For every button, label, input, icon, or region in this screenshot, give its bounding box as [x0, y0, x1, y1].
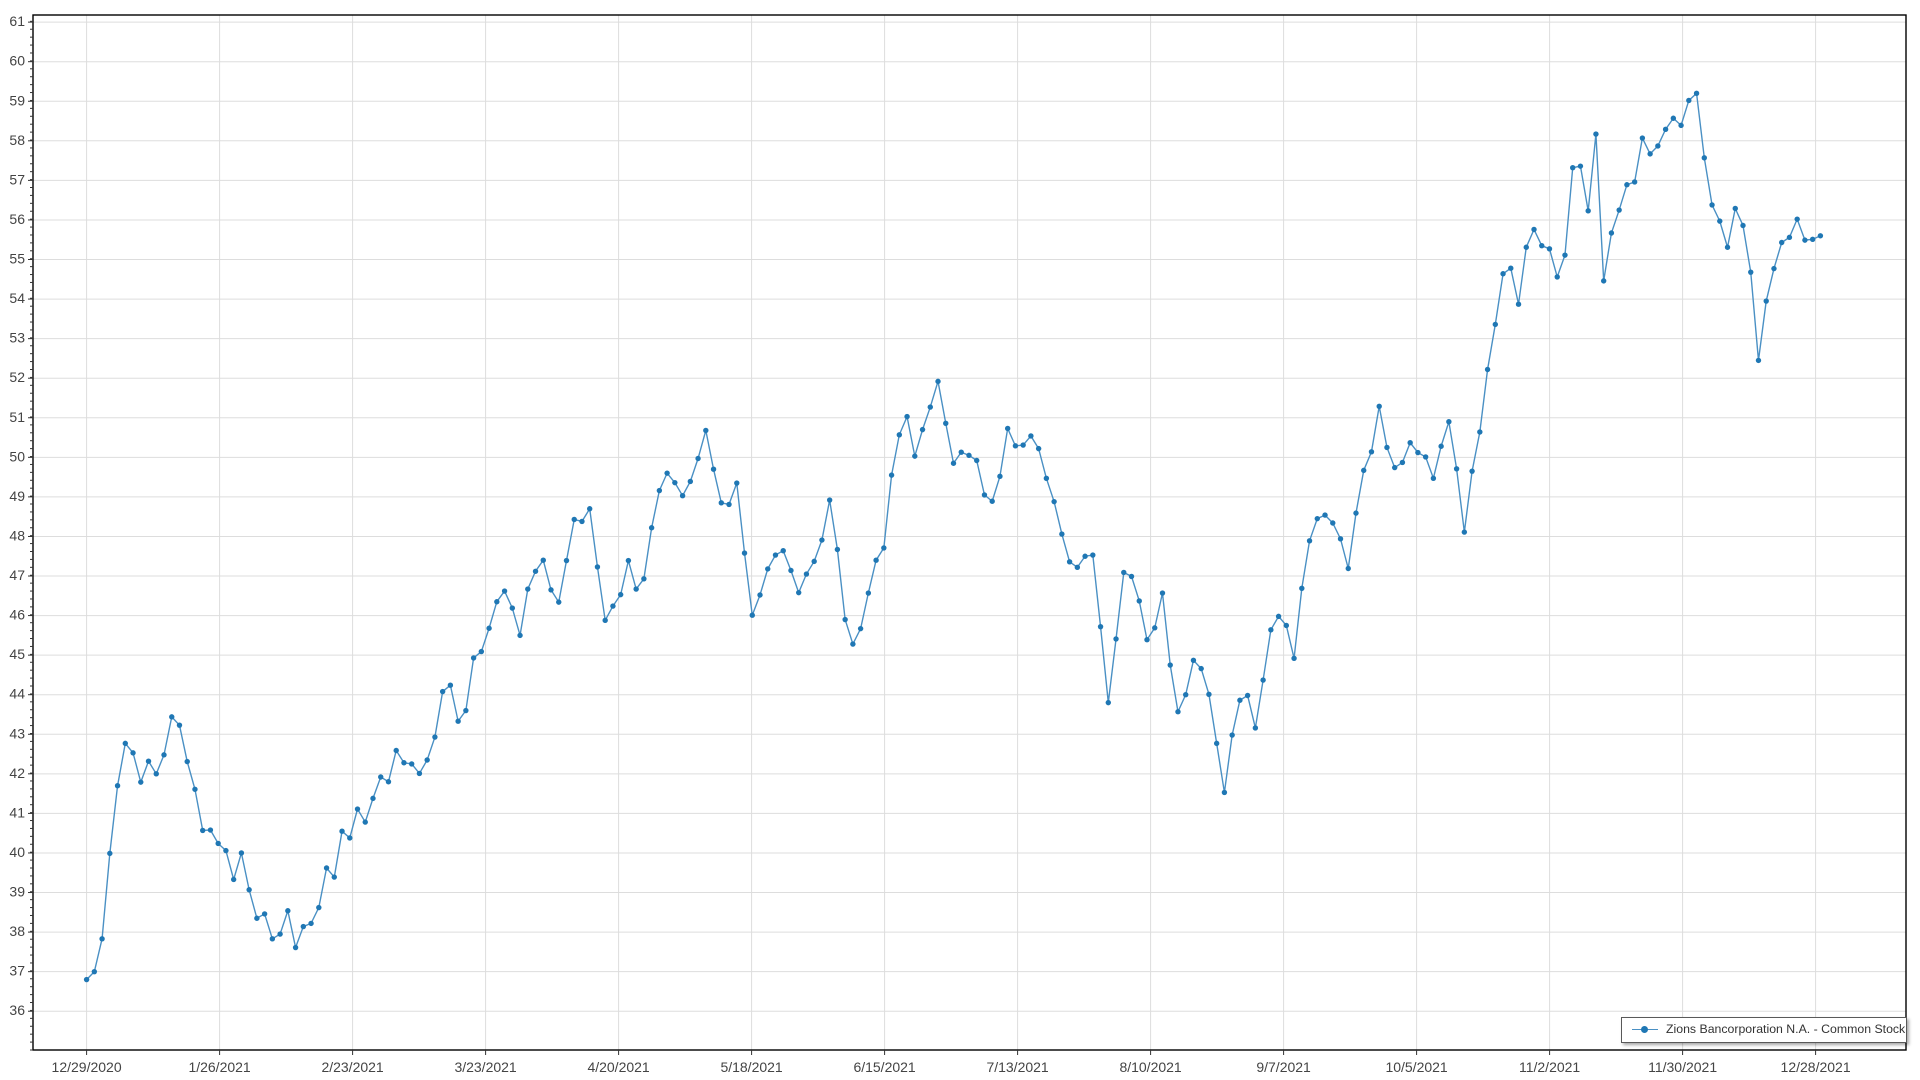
svg-text:10/5/2021: 10/5/2021	[1385, 1059, 1447, 1075]
svg-text:40: 40	[9, 844, 25, 860]
svg-text:53: 53	[9, 330, 25, 346]
svg-text:4/20/2021: 4/20/2021	[587, 1059, 649, 1075]
svg-text:47: 47	[9, 567, 25, 583]
svg-text:59: 59	[9, 92, 25, 108]
svg-text:6/15/2021: 6/15/2021	[853, 1059, 915, 1075]
svg-text:41: 41	[9, 804, 25, 820]
svg-text:60: 60	[9, 53, 25, 69]
svg-text:51: 51	[9, 409, 25, 425]
svg-text:1/26/2021: 1/26/2021	[188, 1059, 250, 1075]
svg-text:48: 48	[9, 527, 25, 543]
svg-text:42: 42	[9, 765, 25, 781]
svg-text:61: 61	[9, 13, 25, 29]
svg-text:43: 43	[9, 725, 25, 741]
svg-text:7/13/2021: 7/13/2021	[986, 1059, 1048, 1075]
svg-text:11/2/2021: 11/2/2021	[1519, 1059, 1580, 1075]
svg-text:11/30/2021: 11/30/2021	[1648, 1059, 1717, 1075]
svg-text:5/18/2021: 5/18/2021	[720, 1059, 782, 1075]
svg-text:38: 38	[9, 923, 25, 939]
svg-text:37: 37	[9, 963, 25, 979]
svg-text:39: 39	[9, 884, 25, 900]
svg-text:57: 57	[9, 171, 25, 187]
svg-text:50: 50	[9, 448, 25, 464]
svg-text:49: 49	[9, 488, 25, 504]
svg-text:8/10/2021: 8/10/2021	[1119, 1059, 1181, 1075]
svg-text:55: 55	[9, 251, 25, 267]
svg-text:56: 56	[9, 211, 25, 227]
svg-text:3/23/2021: 3/23/2021	[454, 1059, 516, 1075]
svg-text:52: 52	[9, 369, 25, 385]
svg-text:12/29/2020: 12/29/2020	[52, 1059, 122, 1075]
svg-text:58: 58	[9, 132, 25, 148]
svg-text:12/28/2021: 12/28/2021	[1781, 1059, 1851, 1075]
svg-text:54: 54	[9, 290, 25, 306]
svg-text:9/7/2021: 9/7/2021	[1256, 1059, 1311, 1075]
svg-text:36: 36	[9, 1002, 25, 1018]
svg-text:2/23/2021: 2/23/2021	[321, 1059, 383, 1075]
svg-text:44: 44	[9, 686, 25, 702]
svg-text:45: 45	[9, 646, 25, 662]
svg-text:46: 46	[9, 607, 25, 623]
